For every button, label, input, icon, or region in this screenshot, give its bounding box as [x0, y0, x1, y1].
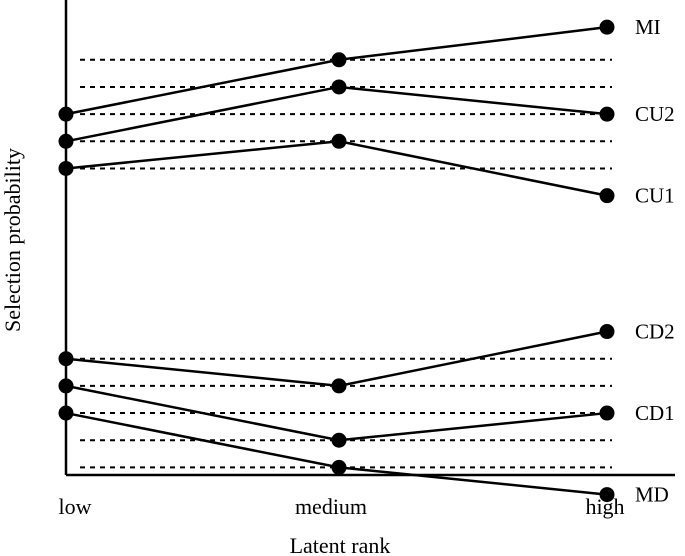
series-label-cd2: CD2 — [635, 320, 675, 344]
series-line-cu2 — [65, 85, 608, 143]
point-cd1-low — [58, 378, 74, 394]
point-cu2-high — [599, 106, 615, 122]
series-label-cu2: CU2 — [635, 102, 675, 126]
point-mi-low — [58, 106, 74, 122]
series-lines — [65, 25, 608, 496]
series-label-mi: MI — [635, 15, 661, 39]
point-cu1-low — [58, 160, 74, 176]
series-labels: MI CU2 CU1 CD2 CD1 MD — [635, 15, 675, 506]
series-label-md: MD — [635, 483, 669, 507]
x-tick-labels: low medium high — [59, 494, 625, 519]
point-cd2-low — [58, 351, 74, 367]
x-tick-high: high — [585, 494, 624, 519]
point-cu2-medium — [331, 79, 347, 95]
y-axis-label: Selection probability — [0, 148, 25, 332]
reference-lines — [80, 58, 612, 469]
point-cd2-high — [599, 324, 615, 340]
point-cu2-low — [58, 133, 74, 149]
point-md-high — [599, 487, 615, 503]
series-line-cd2 — [65, 330, 608, 388]
point-mi-high — [599, 19, 615, 35]
series-line-cd1 — [65, 384, 608, 442]
point-cd2-medium — [331, 378, 347, 394]
series-line-md — [65, 411, 608, 496]
series-label-cu1: CU1 — [635, 184, 675, 208]
point-mi-medium — [331, 52, 347, 68]
point-cu1-high — [599, 188, 615, 204]
point-md-medium — [331, 459, 347, 475]
x-tick-low: low — [59, 494, 92, 519]
series-line-cu1 — [65, 140, 608, 197]
data-points — [58, 19, 615, 503]
series-label-cd1: CD1 — [635, 401, 675, 425]
point-cd1-high — [599, 405, 615, 421]
x-axis-label: Latent rank — [290, 533, 391, 556]
x-tick-medium: medium — [295, 494, 367, 519]
series-line-mi — [65, 25, 608, 116]
point-md-low — [58, 405, 74, 421]
point-cu1-medium — [331, 133, 347, 149]
point-cd1-medium — [331, 432, 347, 448]
